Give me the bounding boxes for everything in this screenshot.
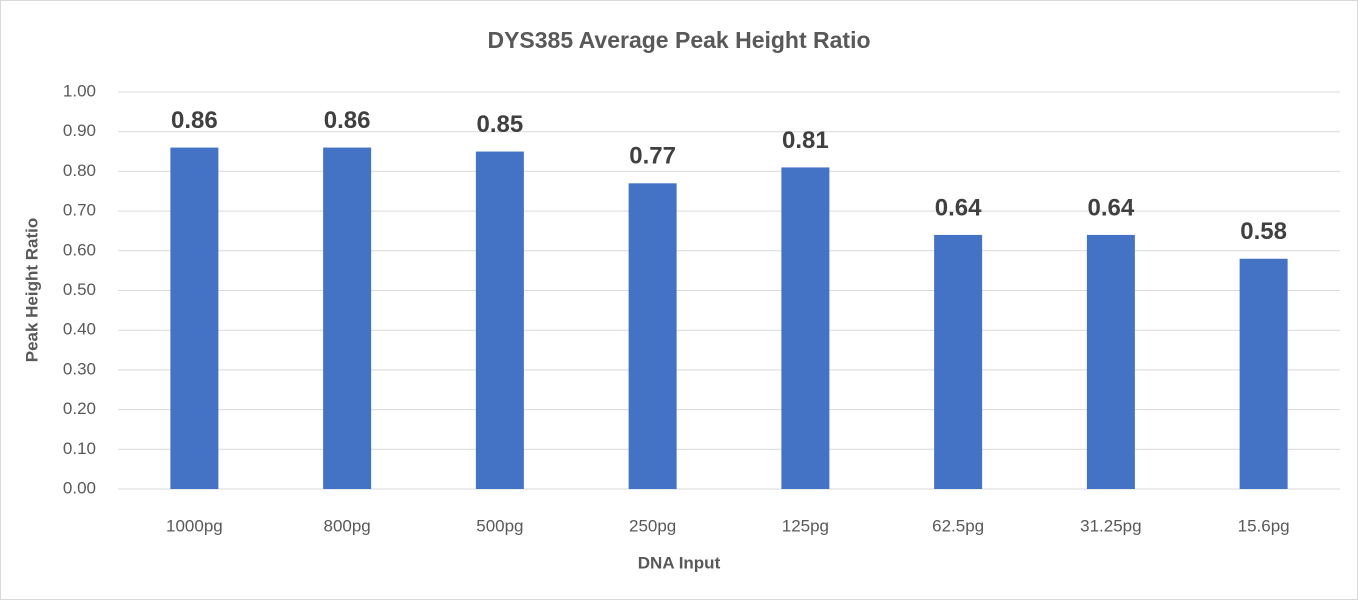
data-label: 0.77: [629, 143, 676, 170]
y-tick-label: 0.30: [63, 359, 96, 378]
y-tick-label: 0.40: [63, 320, 96, 339]
data-label: 0.86: [324, 107, 371, 134]
x-tick-label: 125pg: [782, 516, 829, 535]
bar: [1086, 234, 1135, 489]
bar: [1239, 258, 1288, 489]
x-tick-label: 1000pg: [166, 516, 223, 535]
y-tick-label: 0.90: [63, 121, 96, 140]
y-tick-label: 0.50: [63, 280, 96, 299]
data-label: 0.64: [1088, 194, 1135, 221]
y-tick-label: 0.60: [63, 240, 96, 259]
bar: [781, 167, 830, 489]
y-tick-label: 0.70: [63, 201, 96, 220]
data-label: 0.64: [935, 194, 982, 221]
data-label: 0.81: [782, 127, 829, 154]
y-tick-label: 0.10: [63, 439, 96, 458]
y-tick-label: 1.00: [63, 81, 96, 100]
bar: [170, 147, 219, 489]
chart-title: DYS385 Average Peak Height Ratio: [487, 27, 870, 53]
data-label: 0.86: [171, 107, 218, 134]
bar: [323, 147, 372, 489]
y-tick-label: 0.80: [63, 161, 96, 180]
x-tick-label: 15.6pg: [1238, 516, 1290, 535]
x-tick-label: 800pg: [323, 516, 370, 535]
x-axis-label: DNA Input: [638, 553, 721, 572]
x-tick-label: 250pg: [629, 516, 676, 535]
bar: [628, 183, 677, 489]
x-tick-label: 500pg: [476, 516, 523, 535]
y-tick-label: 0.20: [63, 399, 96, 418]
data-label: 0.58: [1240, 218, 1287, 245]
data-label: 0.85: [477, 111, 524, 138]
bar: [475, 151, 524, 490]
y-tick-label: 0.00: [63, 478, 96, 497]
x-tick-label: 31.25pg: [1080, 516, 1141, 535]
bar: [934, 234, 983, 489]
x-tick-label: 62.5pg: [932, 516, 984, 535]
y-axis-label: Peak Height Ratio: [22, 218, 41, 363]
